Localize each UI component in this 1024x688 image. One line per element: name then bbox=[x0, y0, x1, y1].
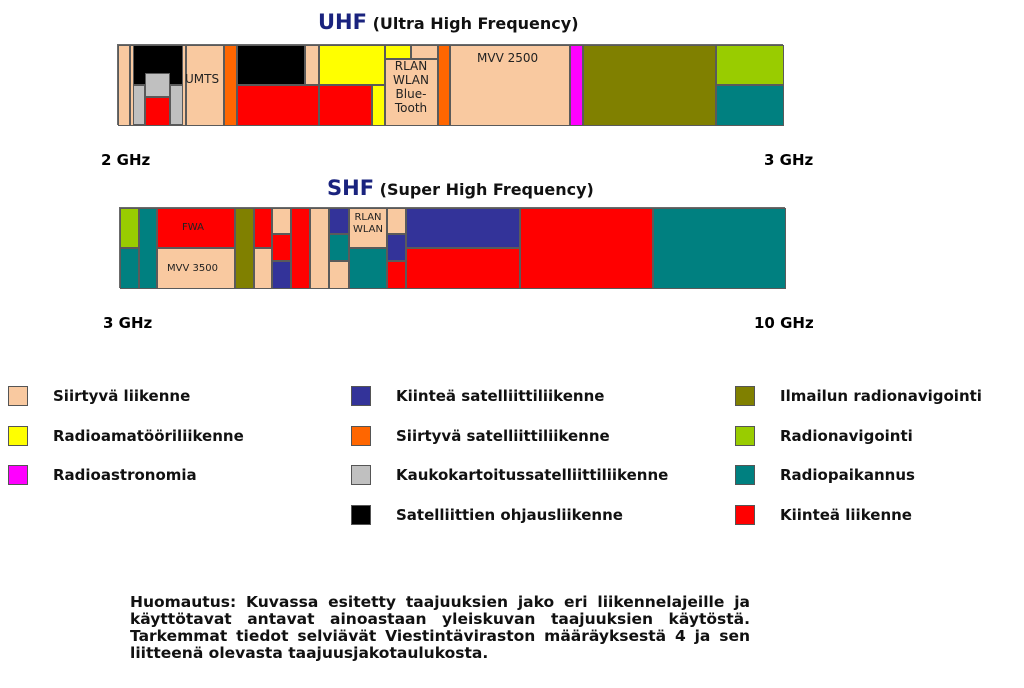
note-text: Huomautus: Kuvassa esitetty taajuuksien … bbox=[130, 593, 750, 662]
uhf-label-umts: UMTS bbox=[185, 72, 220, 86]
legend-label: Kiinteä liikenne bbox=[780, 506, 912, 524]
legend-swatch-astronomia bbox=[8, 465, 28, 485]
legend-label: Satelliittien ohjausliikenne bbox=[396, 506, 623, 524]
legend-label: Radioastronomia bbox=[53, 466, 197, 484]
shf-label-mvv: MVV 3500 bbox=[167, 263, 218, 274]
shf-segment-siirtyva bbox=[387, 208, 406, 234]
shf-segment-radiopaikannus bbox=[329, 234, 349, 261]
shf-label-rlan: RLAN WLAN bbox=[352, 212, 383, 235]
uhf-segment-siirtyva bbox=[118, 45, 130, 126]
shf-segment-kiintea bbox=[291, 208, 310, 289]
uhf-segment-astronomia bbox=[570, 45, 583, 126]
uhf-end-label: 3 GHz bbox=[764, 151, 814, 169]
shf-segment-kiintea-satelliitti bbox=[272, 261, 291, 289]
legend-swatch-radionavigointi bbox=[735, 426, 755, 446]
uhf-segment-kaukokartoitus bbox=[145, 73, 170, 97]
shf-segment-radiopaikannus bbox=[139, 208, 157, 289]
shf-segment-siirtyva bbox=[349, 208, 387, 248]
shf-segment-ilmailu bbox=[235, 208, 254, 289]
uhf-segment-amatoori bbox=[319, 45, 385, 85]
uhf-segment-siirtyva-satelliitti bbox=[438, 45, 450, 126]
shf-segment-siirtyva bbox=[310, 208, 329, 289]
shf-segment-siirtyva bbox=[272, 208, 291, 234]
shf-start-label: 3 GHz bbox=[103, 314, 153, 332]
legend-label: Radionavigointi bbox=[780, 427, 913, 445]
legend-label: Siirtyvä liikenne bbox=[53, 387, 191, 405]
shf-title: SHF (Super High Frequency) bbox=[327, 176, 594, 200]
uhf-segment-ilmailu bbox=[583, 45, 716, 126]
legend-swatch-ohjaus bbox=[351, 505, 371, 525]
shf-segment-kiintea bbox=[157, 208, 235, 248]
shf-segment-radiopaikannus bbox=[120, 248, 139, 289]
uhf-segment-ohjaus bbox=[237, 45, 305, 85]
shf-label-fwa: FWA bbox=[182, 222, 204, 233]
legend-swatch-kiintea-satelliitti bbox=[351, 386, 371, 406]
legend-label: Ilmailun radionavigointi bbox=[780, 387, 982, 405]
uhf-title: UHF (Ultra High Frequency) bbox=[318, 10, 579, 34]
uhf-segment-siirtyva bbox=[450, 45, 570, 126]
shf-segment-radionavigointi bbox=[120, 208, 139, 248]
uhf-segment-kaukokartoitus bbox=[170, 85, 183, 125]
legend-swatch-kiintea bbox=[735, 505, 755, 525]
uhf-title-main: UHF bbox=[318, 10, 367, 34]
uhf-segment-kiintea bbox=[237, 85, 319, 126]
shf-segment-radiopaikannus bbox=[349, 248, 387, 289]
shf-segment-radiopaikannus bbox=[653, 208, 786, 289]
shf-title-sub: (Super High Frequency) bbox=[379, 180, 594, 199]
legend-swatch-siirtyva bbox=[8, 386, 28, 406]
uhf-segment-amatoori bbox=[385, 45, 411, 59]
uhf-segment-radiopaikannus bbox=[716, 85, 784, 126]
uhf-segment-siirtyva bbox=[385, 59, 438, 126]
legend-swatch-amatoori bbox=[8, 426, 28, 446]
shf-segment-kiintea-satelliitti bbox=[329, 208, 349, 234]
shf-segment-kiintea bbox=[406, 248, 520, 289]
shf-segment-siirtyva bbox=[157, 248, 235, 289]
shf-segment-kiintea bbox=[387, 261, 406, 289]
uhf-segment-radionavigointi bbox=[716, 45, 784, 85]
shf-segment-kiintea bbox=[254, 208, 272, 248]
uhf-label-mvv: MVV 2500 bbox=[477, 51, 539, 65]
legend-swatch-kaukokartoitus bbox=[351, 465, 371, 485]
uhf-band: UMTS RLAN WLAN Blue- Tooth MVV 2500 bbox=[117, 44, 784, 126]
uhf-segment-siirtyva bbox=[305, 45, 319, 85]
uhf-segment-siirtyva bbox=[411, 45, 438, 59]
legend-label: Kiinteä satelliittiliikenne bbox=[396, 387, 605, 405]
shf-end-label: 10 GHz bbox=[754, 314, 814, 332]
uhf-title-sub: (Ultra High Frequency) bbox=[372, 14, 579, 33]
uhf-start-label: 2 GHz bbox=[101, 151, 151, 169]
legend-label: Radioamatööriliikenne bbox=[53, 427, 244, 445]
shf-segment-kiintea-satelliitti bbox=[406, 208, 520, 248]
uhf-segment-siirtyva-satelliitti bbox=[224, 45, 237, 126]
uhf-segment-kaukokartoitus bbox=[133, 85, 145, 125]
shf-segment-kiintea bbox=[272, 234, 291, 261]
uhf-segment-amatoori bbox=[372, 85, 385, 126]
legend-swatch-radiopaikannus bbox=[735, 465, 755, 485]
shf-segment-siirtyva bbox=[254, 248, 272, 289]
legend-swatch-siirtyva-satelliitti bbox=[351, 426, 371, 446]
uhf-segment-kiintea bbox=[145, 97, 170, 126]
shf-segment-kiintea-satelliitti bbox=[387, 234, 406, 261]
shf-segment-siirtyva bbox=[329, 261, 349, 289]
uhf-segment-kiintea bbox=[319, 85, 372, 126]
shf-segment-kiintea bbox=[520, 208, 653, 289]
legend-swatch-ilmailu bbox=[735, 386, 755, 406]
legend-label: Kaukokartoitussatelliittiliikenne bbox=[396, 466, 669, 484]
uhf-segment-siirtyva bbox=[186, 45, 224, 126]
shf-band: FWA MVV 3500 RLAN WLAN bbox=[119, 207, 786, 289]
legend-label: Siirtyvä satelliittiliikenne bbox=[396, 427, 610, 445]
uhf-label-rlan: RLAN WLAN Blue- Tooth bbox=[392, 59, 429, 115]
legend-label: Radiopaikannus bbox=[780, 466, 915, 484]
shf-title-main: SHF bbox=[327, 176, 375, 200]
